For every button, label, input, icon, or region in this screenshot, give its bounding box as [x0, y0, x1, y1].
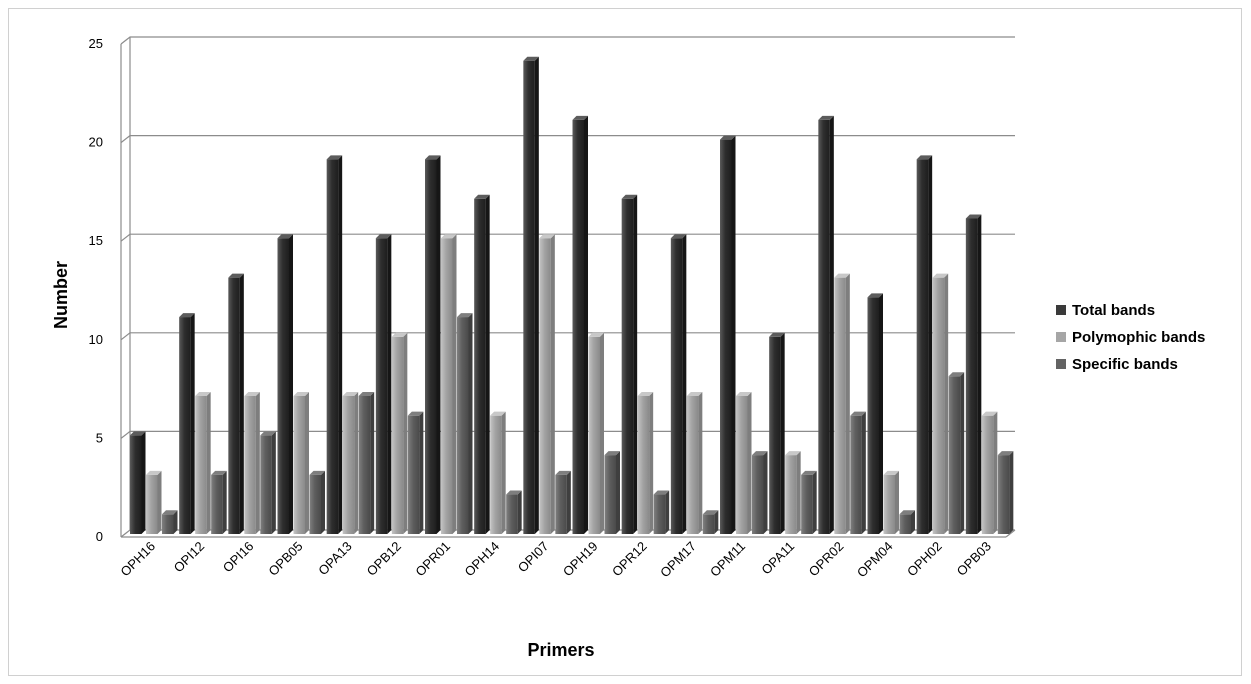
legend-item: Polymophic bands — [1056, 329, 1205, 346]
bar — [899, 510, 915, 534]
bar — [195, 391, 211, 534]
bar — [277, 234, 293, 534]
legend-item: Specific bands — [1056, 356, 1178, 373]
bar — [358, 391, 375, 534]
bar — [834, 273, 850, 534]
bar — [425, 155, 441, 534]
y-tick-label: 20 — [89, 135, 103, 150]
bar — [457, 313, 473, 534]
bar — [686, 391, 703, 534]
bar — [867, 293, 883, 534]
x-tick-label: OPI16 — [220, 539, 257, 576]
bar — [474, 194, 490, 534]
bar — [637, 391, 654, 534]
bar — [572, 115, 588, 534]
bar — [179, 313, 195, 534]
bar — [670, 234, 687, 534]
legend-label: Polymophic bands — [1072, 329, 1205, 346]
y-tick-label: 25 — [89, 36, 103, 51]
bar — [801, 470, 817, 534]
bar — [539, 234, 555, 534]
bar — [293, 391, 309, 534]
bar — [785, 451, 801, 534]
bars — [130, 56, 1014, 535]
bar — [997, 451, 1014, 534]
bar — [736, 391, 752, 534]
x-tick-label: OPA13 — [315, 539, 355, 579]
x-tick-label: OPB12 — [364, 539, 404, 579]
bar — [375, 234, 392, 534]
bar — [932, 273, 949, 534]
bar — [702, 510, 719, 534]
bar — [948, 372, 965, 534]
bar — [407, 411, 424, 534]
x-tick-label: OPI12 — [171, 539, 208, 576]
x-tick-label: OPM04 — [854, 539, 896, 581]
x-tick-label: OPR02 — [806, 539, 847, 580]
bar — [244, 391, 260, 534]
bar — [850, 411, 866, 534]
y-tick-label: 15 — [89, 233, 103, 248]
y-tick-labels: 0 5 10 15 20 25 — [89, 36, 103, 544]
bar — [883, 470, 899, 534]
bar — [162, 510, 178, 534]
x-tick-label: OPM11 — [707, 539, 748, 580]
y-axis — [120, 37, 1016, 538]
bar — [555, 470, 571, 534]
legend-label: Specific bands — [1072, 356, 1178, 373]
bar — [391, 332, 408, 534]
legend-swatch — [1056, 305, 1066, 315]
bar — [490, 411, 506, 534]
bar — [523, 56, 539, 534]
bar — [260, 431, 276, 534]
bar — [818, 115, 834, 534]
x-tick-label: OPH02 — [904, 539, 945, 580]
x-tick-labels: OPH16 OPI12 OPI16 OPB05 OPA13 OPB12 OPR01 OPH14… — [117, 539, 994, 581]
floor-right-edge — [1005, 529, 1016, 538]
bar — [228, 273, 244, 534]
bar — [965, 214, 982, 535]
y-axis-title: Number — [51, 261, 71, 329]
gridline — [120, 36, 1015, 45]
bar — [588, 332, 604, 534]
bar — [506, 490, 522, 534]
bar — [769, 332, 785, 534]
x-tick-label: OPR01 — [412, 539, 453, 580]
legend: Total bands Polymophic bands Specific band… — [1056, 302, 1205, 373]
legend-label: Total bands — [1072, 302, 1155, 319]
x-tick-label: OPB03 — [954, 539, 994, 579]
bar — [653, 490, 670, 534]
bar — [621, 194, 638, 534]
y-tick-label: 10 — [89, 332, 103, 347]
bar — [441, 234, 457, 534]
x-axis-title: Primers — [527, 640, 594, 660]
bar — [326, 155, 343, 534]
x-tick-label: OPB05 — [265, 539, 305, 579]
gridline — [120, 135, 1015, 144]
bar — [720, 135, 736, 534]
x-tick-label: OPH14 — [462, 539, 503, 580]
bar — [130, 431, 146, 534]
legend-swatch — [1056, 359, 1066, 369]
x-tick-label: OPH19 — [560, 539, 601, 580]
x-tick-label: OPA11 — [758, 539, 797, 578]
bar — [981, 411, 998, 534]
gridline — [120, 233, 1015, 242]
bar — [342, 391, 359, 534]
x-tick-label: OPM17 — [657, 539, 699, 581]
x-tick-label: OPR12 — [609, 539, 650, 580]
y-tick-label: 0 — [96, 529, 103, 544]
bar — [752, 451, 768, 534]
bar — [604, 451, 620, 534]
legend-swatch — [1056, 332, 1066, 342]
bar — [211, 470, 227, 534]
legend-item: Total bands — [1056, 302, 1155, 319]
bar — [309, 470, 325, 534]
bar — [146, 470, 162, 534]
y-tick-label: 5 — [96, 430, 103, 445]
bar — [916, 155, 933, 534]
x-tick-label: OPI07 — [515, 539, 552, 576]
x-tick-label: OPH16 — [117, 539, 158, 580]
